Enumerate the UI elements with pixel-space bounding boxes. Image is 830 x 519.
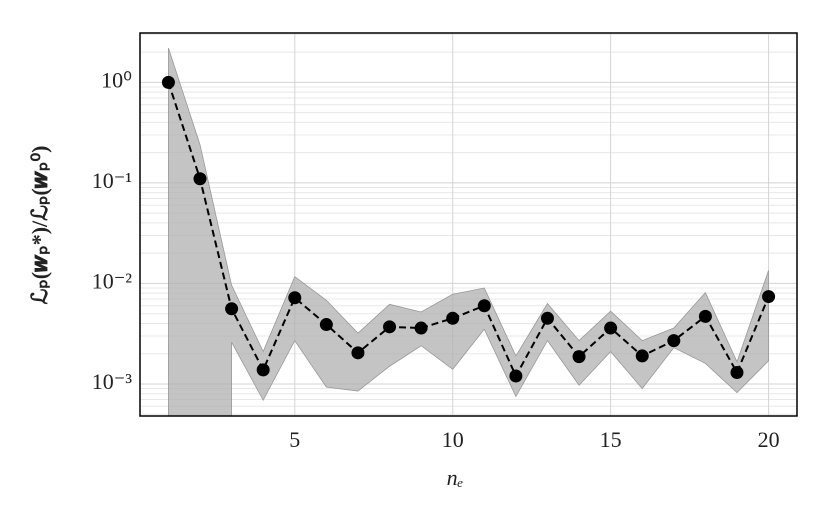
data-point: [351, 346, 365, 360]
y-axis-label: ℒₚ(𝒘ₚ*)/ℒₚ(𝒘ₚ⁰): [27, 146, 52, 305]
y-tick-label: 10⁻³: [92, 369, 133, 394]
data-point: [225, 302, 239, 316]
data-point: [161, 75, 175, 89]
plot-frame: [139, 32, 798, 417]
data-point: [635, 349, 649, 363]
x-tick-label: 10: [442, 427, 464, 452]
data-point: [288, 291, 302, 305]
data-point: [667, 334, 681, 348]
data-point: [604, 321, 618, 335]
data-point: [319, 318, 333, 332]
data-point: [509, 369, 523, 383]
data-point: [477, 299, 491, 313]
data-point: [414, 321, 428, 335]
data-point: [698, 309, 712, 323]
data-point: [730, 366, 744, 380]
x-tick-label: 20: [758, 427, 780, 452]
data-point: [193, 172, 207, 186]
data-point: [572, 350, 586, 364]
y-tick-label: 10⁻¹: [92, 168, 132, 193]
y-tick-label: 10⁰: [101, 67, 132, 92]
confidence-band: [168, 47, 769, 417]
x-tick-label: 15: [600, 427, 622, 452]
data-point: [383, 320, 397, 334]
data-point: [446, 311, 460, 325]
data-line: [167, 82, 770, 379]
data-point: [540, 311, 554, 325]
data-point: [762, 290, 776, 304]
x-tick-label: 5: [289, 427, 300, 452]
y-tick-label: 10⁻²: [92, 268, 133, 293]
x-axis-label: nₑ: [447, 465, 464, 490]
data-point: [256, 363, 270, 377]
